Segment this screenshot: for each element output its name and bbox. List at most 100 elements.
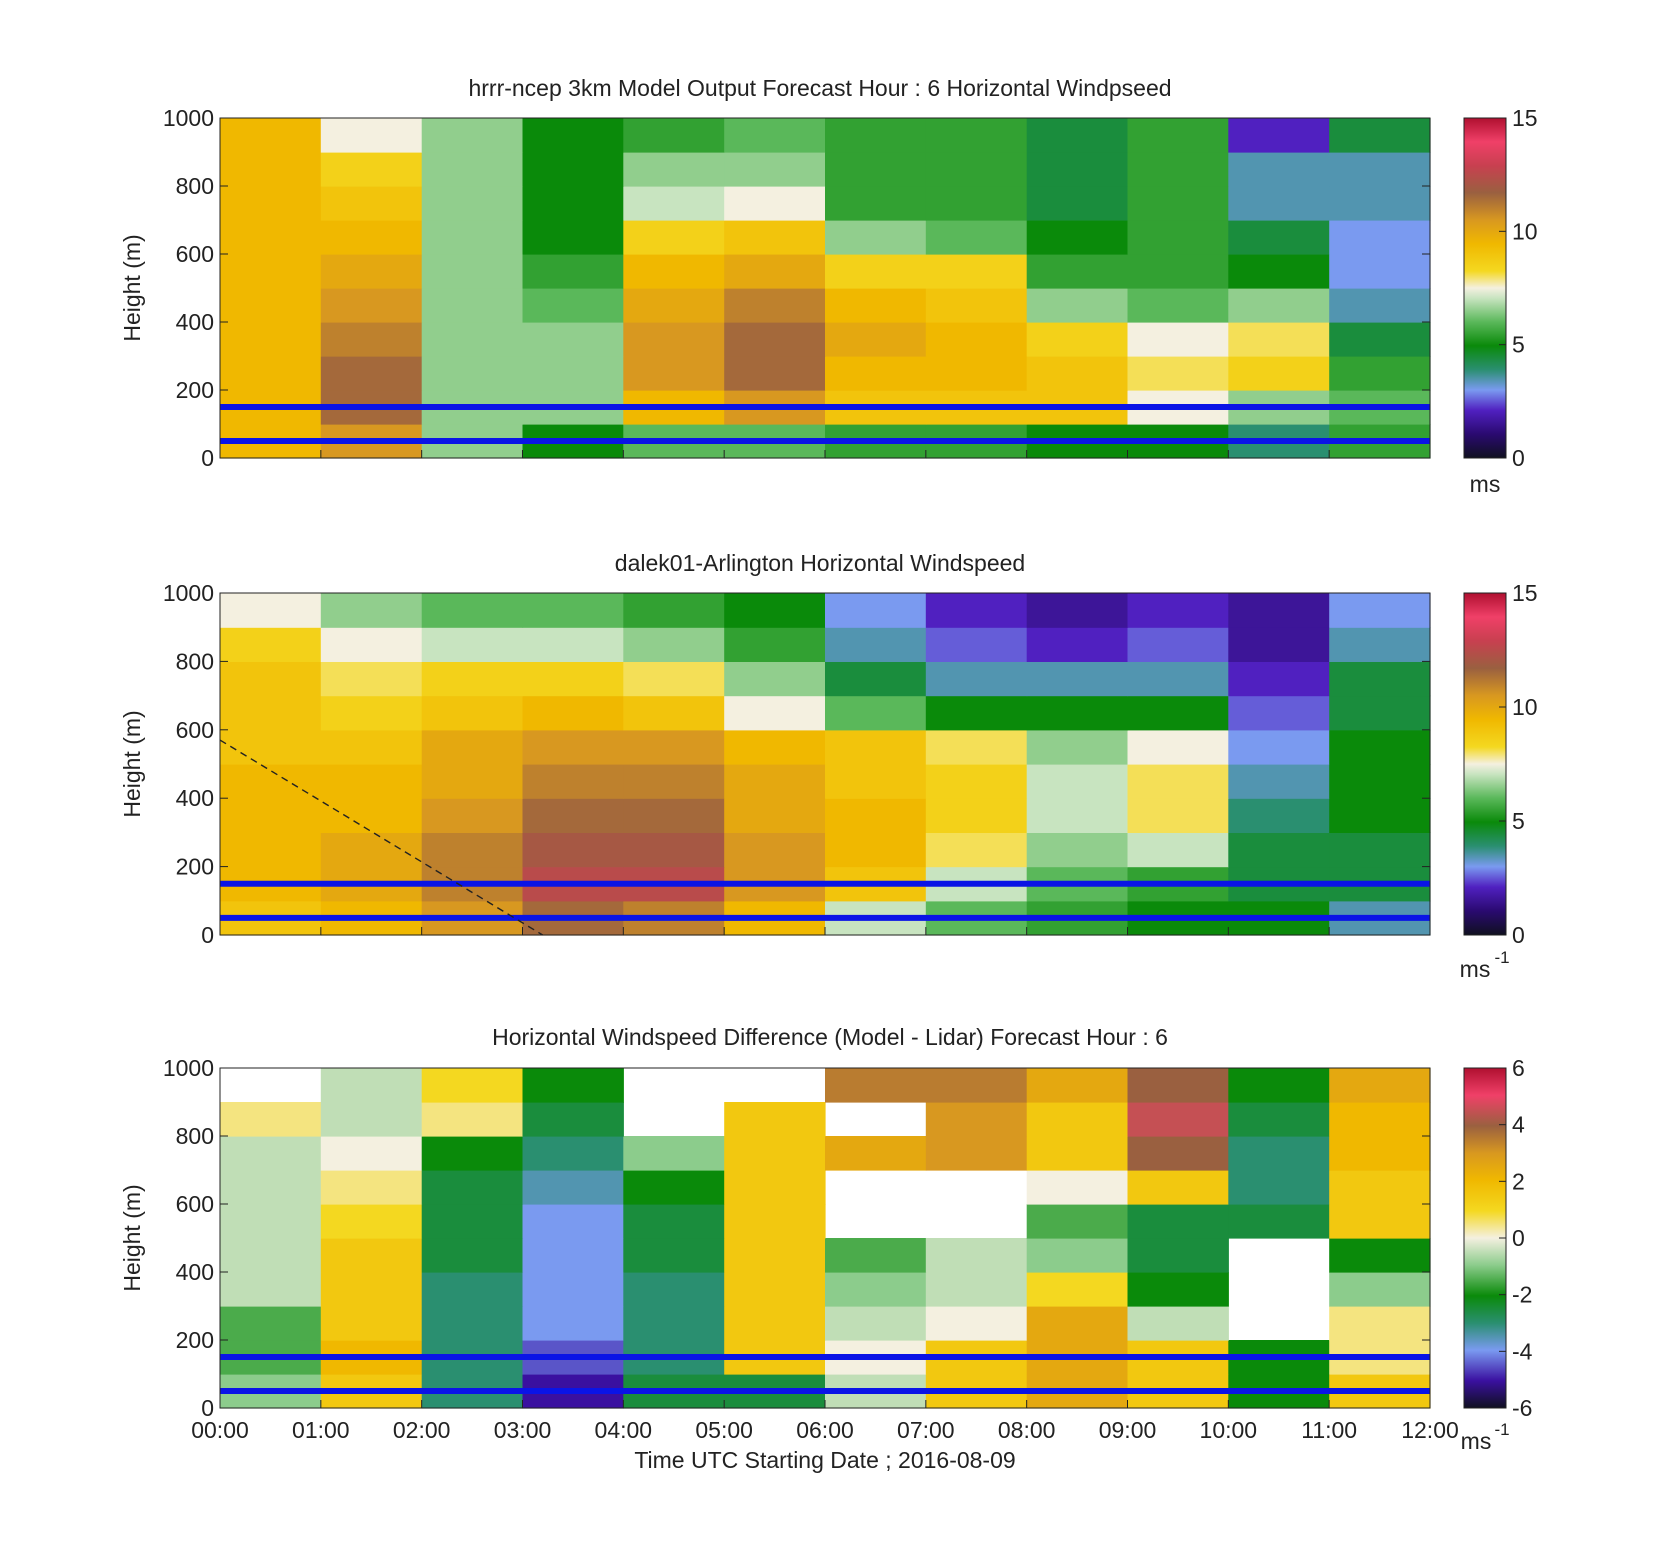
heatmap-cell [724, 254, 826, 289]
heatmap-cell [220, 288, 322, 323]
colorbar-tick-label: -6 [1512, 1395, 1532, 1421]
heatmap-cell [421, 1204, 524, 1239]
heatmap-cell [1329, 832, 1431, 868]
heatmap-cell [220, 186, 322, 221]
colorbar-unit: ms [1470, 471, 1501, 497]
colorbar-tick-label: 15 [1512, 105, 1538, 131]
heatmap-cell [522, 695, 624, 731]
heatmap-cells [220, 1068, 1431, 1409]
heatmap-cell [1026, 1306, 1129, 1341]
heatmap-cell [1228, 1068, 1330, 1103]
heatmap-cell [421, 1136, 524, 1171]
heatmap-cell [522, 1204, 624, 1239]
heatmap-cell [925, 661, 1028, 697]
x-axis-ticks [219, 1400, 1431, 1408]
heatmap-cell [1228, 186, 1330, 221]
heatmap-cell [1026, 1102, 1129, 1137]
heatmap-cell [1127, 1238, 1229, 1273]
panel-model: hrrr-ncep 3km Model Output Forecast Hour… [119, 75, 1538, 497]
y-axis-label: Height (m) [119, 1184, 145, 1291]
heatmap-cell [1127, 593, 1229, 628]
colorbar-tick-label: 2 [1512, 1168, 1525, 1194]
heatmap-cell [825, 1238, 927, 1273]
heatmap-cell [623, 1306, 725, 1341]
heatmap-cell [320, 1306, 423, 1341]
colorbar-unit: ms [1461, 1428, 1492, 1454]
heatmap-cell [825, 288, 927, 323]
heatmap-cell [925, 1102, 1028, 1137]
heatmap-cell [1127, 1068, 1229, 1103]
heatmap-cell [421, 627, 524, 662]
heatmap-cell [724, 288, 826, 323]
heatmap-cell [220, 254, 322, 289]
heatmap-cell [421, 1102, 524, 1137]
y-tick-label: 800 [176, 173, 214, 199]
heatmap-cell [623, 118, 725, 153]
heatmap-cell [421, 695, 524, 731]
heatmap-cell [724, 220, 826, 255]
heatmap-cell [1329, 220, 1431, 255]
heatmap-cell [1329, 152, 1431, 187]
heatmap-cell [623, 1204, 725, 1239]
heatmap-cell [825, 627, 927, 662]
heatmap-cell [623, 729, 725, 765]
heatmap-cell [421, 593, 524, 628]
y-tick-label: 800 [176, 1123, 214, 1149]
heatmap-cell [220, 1238, 322, 1273]
heatmap-cell [320, 798, 423, 833]
heatmap-cell [925, 118, 1028, 153]
heatmap-cell [1228, 288, 1330, 323]
heatmap-cell [522, 322, 624, 357]
heatmap-cell [623, 152, 725, 187]
heatmap-cell [320, 322, 423, 357]
heatmap-cell [421, 322, 524, 357]
heatmap-cell [522, 288, 624, 323]
heatmap-cell [1329, 322, 1431, 357]
heatmap-cell [825, 152, 927, 187]
heatmap-cell [522, 1136, 624, 1171]
heatmap-cell [220, 832, 322, 868]
colorbar [1463, 592, 1507, 936]
heatmap-cell [421, 729, 524, 765]
heatmap-cell [421, 1068, 524, 1103]
heatmap-cell [1329, 1204, 1431, 1239]
heatmap-cell [1127, 356, 1229, 391]
heatmap-cell [1127, 661, 1229, 697]
heatmap-cell [623, 695, 725, 731]
heatmap-cell [925, 832, 1028, 868]
heatmap-cell [623, 1272, 725, 1307]
heatmap-cell [320, 1170, 423, 1205]
heatmap-cell [220, 627, 322, 662]
x-tick-labels: 00:00 01:00 02:00 03:00 04:00 05:00 06:00 07:00… [191, 1417, 1459, 1443]
heatmap-cell [1228, 152, 1330, 187]
heatmap-cell [1329, 1170, 1431, 1205]
heatmap-cell [320, 220, 423, 255]
colorbar-tick-label: 5 [1512, 808, 1525, 834]
heatmap-cell [1228, 764, 1330, 799]
heatmap-cell [724, 695, 826, 731]
heatmap-cell [522, 661, 624, 697]
heatmap-cell [1228, 832, 1330, 868]
heatmap-cell [1127, 1170, 1229, 1205]
heatmap-cell [1026, 322, 1129, 357]
heatmap-cell [1026, 764, 1129, 799]
heatmap-cell [320, 1068, 423, 1103]
heatmap-cell [623, 832, 725, 868]
heatmap-cell [925, 1272, 1028, 1307]
heatmap-cell [220, 1170, 322, 1205]
heatmap-cell [623, 1238, 725, 1273]
heatmap-cell [623, 1136, 725, 1171]
heatmap-cell [724, 798, 826, 833]
heatmap-cell [925, 186, 1028, 221]
colorbar-tick-label: 0 [1512, 922, 1525, 948]
heatmap-cell [1329, 1272, 1431, 1307]
heatmap-cell [220, 356, 322, 391]
heatmap-cell [220, 1306, 322, 1341]
x-tick-label: 09:00 [1099, 1417, 1157, 1443]
heatmap-cell [623, 764, 725, 799]
colorbar [1463, 117, 1507, 459]
y-tick-label: 200 [176, 1327, 214, 1353]
heatmap-cell [925, 1068, 1028, 1103]
heatmap-cell [522, 798, 624, 833]
heatmap-cell [1329, 729, 1431, 765]
